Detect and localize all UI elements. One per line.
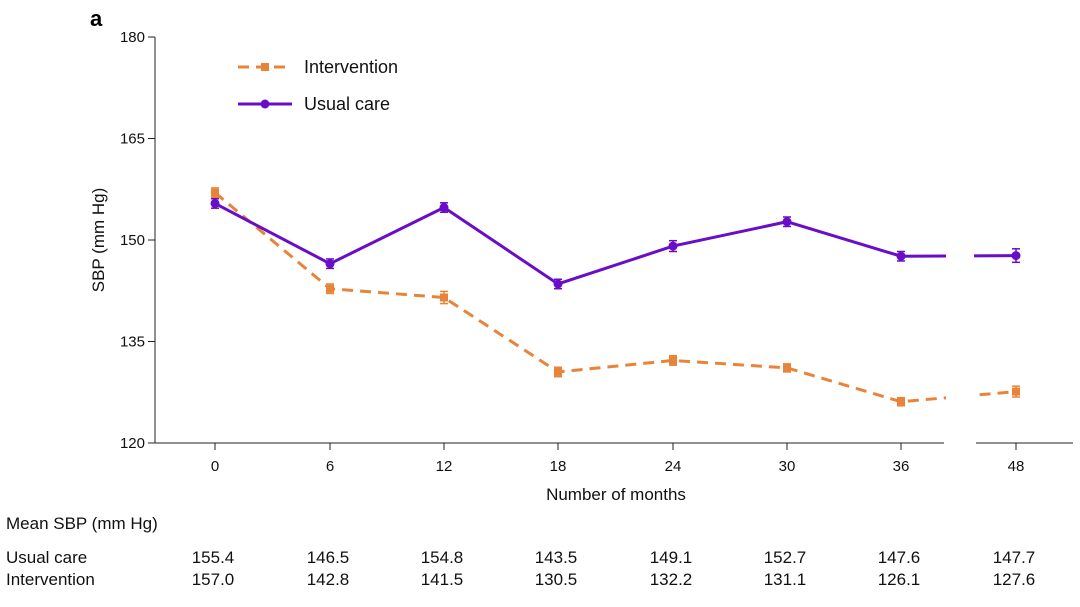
y-tick-label: 135 — [120, 334, 145, 351]
series-line — [214, 191, 1017, 404]
legend-marker — [260, 99, 270, 109]
data-point — [783, 363, 791, 372]
table-row-label: Intervention — [6, 570, 95, 589]
table-cell: 143.5 — [535, 548, 578, 567]
x-tick-label: 30 — [779, 458, 796, 475]
data-point — [439, 203, 449, 213]
legend-label: Usual care — [304, 94, 390, 114]
x-tick-label: 6 — [326, 458, 334, 475]
axis-break-mask — [946, 385, 974, 408]
x-axis-title: Number of months — [546, 485, 686, 504]
series-intervention — [211, 187, 1020, 408]
x-tick-label: 48 — [1008, 458, 1025, 475]
data-point — [440, 293, 448, 302]
mean-sbp-table: Mean SBP (mm Hg) Usual care 155.4 146.5 154… — [6, 514, 1035, 589]
data-point — [896, 251, 906, 261]
y-tick-label: 120 — [120, 435, 145, 452]
series-layer — [210, 187, 1021, 408]
data-point — [782, 217, 792, 227]
y-tick-label: 165 — [120, 131, 145, 148]
axis-break-mask — [946, 249, 974, 263]
y-tick-label: 180 — [120, 29, 145, 46]
table-cell: 127.6 — [993, 570, 1036, 589]
data-point — [1011, 251, 1021, 261]
data-point — [211, 188, 219, 197]
table-cell: 146.5 — [307, 548, 350, 567]
data-point — [326, 284, 334, 293]
data-point — [897, 397, 905, 406]
legend: Intervention Usual care — [238, 57, 398, 114]
panel-label: a — [90, 6, 103, 31]
table-cell: 126.1 — [878, 570, 921, 589]
x-tick-label: 18 — [550, 458, 567, 475]
table-cell: 130.5 — [535, 570, 578, 589]
table-cell: 149.1 — [650, 548, 693, 567]
data-point — [553, 279, 563, 289]
table-cell: 147.6 — [878, 548, 921, 567]
table-cell: 147.7 — [993, 548, 1036, 567]
table-row-label: Usual care — [6, 548, 87, 567]
y-axis-title: SBP (mm Hg) — [89, 188, 108, 293]
data-point — [1012, 387, 1020, 396]
table-cell: 152.7 — [764, 548, 807, 567]
data-point — [668, 241, 678, 251]
series-usual-care — [210, 197, 1021, 290]
axes: 120 135 150 165 180 0 6 12 18 24 30 36 48 — [120, 29, 1073, 475]
data-point — [554, 367, 562, 376]
table-cell: 141.5 — [421, 570, 464, 589]
data-point — [210, 198, 220, 208]
table-cell: 142.8 — [307, 570, 350, 589]
series-line — [214, 202, 1017, 286]
legend-label: Intervention — [304, 57, 398, 77]
table-title: Mean SBP (mm Hg) — [6, 514, 158, 533]
x-tick-label: 24 — [665, 458, 682, 475]
data-point — [325, 259, 335, 269]
table-cell: 131.1 — [764, 570, 807, 589]
data-point — [669, 356, 677, 365]
x-tick-label: 0 — [211, 458, 219, 475]
y-tick-label: 150 — [120, 232, 145, 249]
table-cell: 132.2 — [650, 570, 693, 589]
x-tick-label: 36 — [893, 458, 910, 475]
table-cell: 155.4 — [192, 548, 235, 567]
table-cell: 154.8 — [421, 548, 464, 567]
x-tick-label: 12 — [436, 458, 453, 475]
table-cell: 157.0 — [192, 570, 235, 589]
legend-marker — [261, 63, 269, 71]
